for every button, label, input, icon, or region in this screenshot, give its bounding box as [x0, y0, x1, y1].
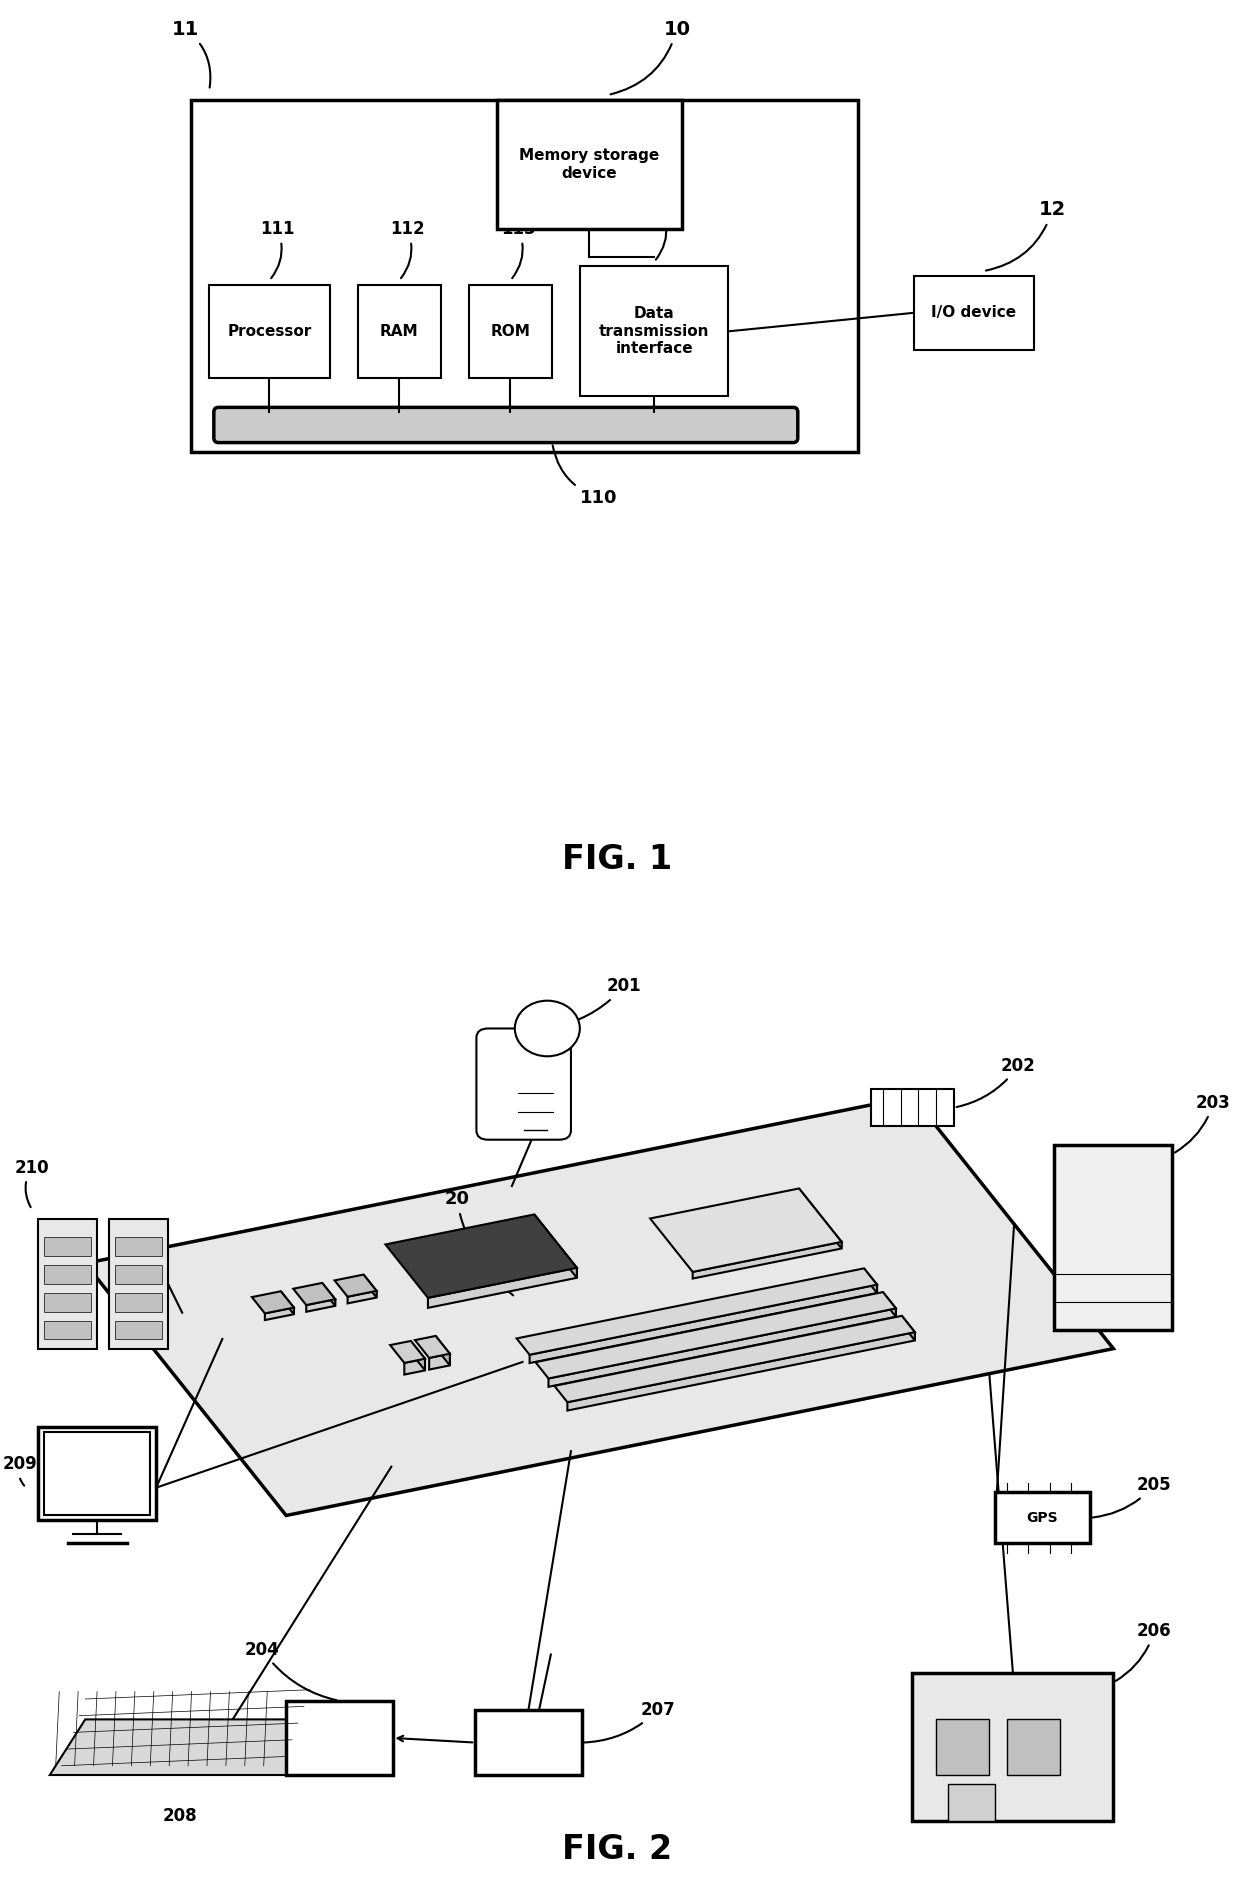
Bar [43, 1294, 92, 1311]
Bar [1007, 1720, 1060, 1775]
Bar [996, 1493, 1090, 1544]
Polygon shape [714, 1277, 863, 1341]
Bar [914, 276, 1034, 349]
Bar [357, 285, 441, 377]
Text: 113: 113 [501, 220, 536, 278]
Polygon shape [347, 1290, 377, 1303]
Bar [936, 1720, 990, 1775]
Bar [115, 1238, 162, 1256]
Bar [913, 1673, 1114, 1822]
Polygon shape [901, 1316, 915, 1341]
Bar [109, 1219, 167, 1348]
Polygon shape [830, 1277, 863, 1324]
Bar [496, 100, 682, 229]
Polygon shape [50, 1720, 321, 1775]
Polygon shape [799, 1189, 842, 1249]
FancyBboxPatch shape [213, 408, 797, 443]
Text: 111: 111 [260, 220, 295, 278]
Polygon shape [252, 1292, 294, 1313]
FancyBboxPatch shape [476, 1029, 570, 1140]
Text: 203: 203 [1174, 1093, 1231, 1153]
Text: Data
transmission
interface: Data transmission interface [599, 306, 709, 357]
Polygon shape [529, 1285, 877, 1363]
Polygon shape [693, 1241, 842, 1279]
Polygon shape [746, 1318, 863, 1347]
Text: 209: 209 [2, 1455, 37, 1485]
Text: 20: 20 [444, 1191, 513, 1296]
Polygon shape [883, 1292, 897, 1316]
Bar [43, 1238, 92, 1256]
Polygon shape [428, 1268, 577, 1307]
Text: RAM: RAM [379, 323, 419, 338]
Text: GPS: GPS [1027, 1510, 1058, 1525]
Text: 202: 202 [956, 1057, 1035, 1106]
Bar [43, 1320, 92, 1339]
Polygon shape [864, 1268, 877, 1294]
Text: 201: 201 [544, 977, 641, 1027]
Polygon shape [554, 1316, 915, 1403]
Polygon shape [280, 1292, 294, 1315]
Text: 210: 210 [15, 1159, 48, 1208]
Bar [115, 1266, 162, 1285]
Polygon shape [265, 1307, 294, 1320]
Bar [115, 1320, 162, 1339]
Polygon shape [536, 1292, 897, 1378]
Text: Memory storage
device: Memory storage device [520, 148, 660, 180]
Text: 11: 11 [172, 21, 211, 88]
Polygon shape [404, 1360, 425, 1375]
Polygon shape [410, 1341, 425, 1371]
Polygon shape [306, 1300, 335, 1311]
Text: 205: 205 [1092, 1476, 1172, 1517]
Polygon shape [86, 1097, 1114, 1516]
Text: 204: 204 [244, 1641, 336, 1700]
Bar [43, 1433, 150, 1516]
Text: Processor: Processor [227, 323, 311, 338]
Polygon shape [335, 1275, 377, 1296]
Ellipse shape [515, 1001, 580, 1055]
Polygon shape [568, 1332, 915, 1410]
Text: 206: 206 [1116, 1623, 1172, 1681]
Text: FIG. 2: FIG. 2 [562, 1833, 672, 1865]
Bar [469, 285, 552, 377]
Polygon shape [435, 1335, 450, 1365]
Bar [947, 1784, 996, 1822]
Polygon shape [391, 1341, 425, 1363]
Polygon shape [429, 1354, 450, 1369]
Bar [191, 100, 858, 453]
Text: 208: 208 [162, 1807, 197, 1825]
Text: ROM: ROM [491, 323, 531, 338]
Bar [38, 1219, 97, 1348]
Bar [1054, 1146, 1173, 1330]
Bar [580, 267, 728, 396]
Polygon shape [322, 1283, 335, 1305]
Text: 114: 114 [645, 201, 680, 259]
Text: 112: 112 [389, 220, 424, 278]
Bar [210, 285, 330, 377]
Bar [115, 1294, 162, 1311]
Text: 12: 12 [986, 201, 1066, 270]
Polygon shape [517, 1268, 877, 1354]
Bar [872, 1089, 954, 1127]
Polygon shape [363, 1275, 377, 1298]
Bar [475, 1711, 582, 1775]
Bar [38, 1427, 156, 1519]
Polygon shape [534, 1215, 577, 1277]
Text: 10: 10 [610, 21, 691, 94]
Text: 207: 207 [584, 1701, 676, 1743]
Bar [286, 1701, 393, 1775]
Text: I/O device: I/O device [931, 306, 1017, 321]
Polygon shape [386, 1215, 577, 1298]
Polygon shape [415, 1335, 450, 1358]
Polygon shape [548, 1309, 897, 1386]
Polygon shape [650, 1189, 842, 1271]
Text: FIG. 1: FIG. 1 [562, 843, 672, 877]
Polygon shape [293, 1283, 335, 1305]
Text: 110: 110 [553, 445, 618, 507]
Bar [43, 1266, 92, 1285]
